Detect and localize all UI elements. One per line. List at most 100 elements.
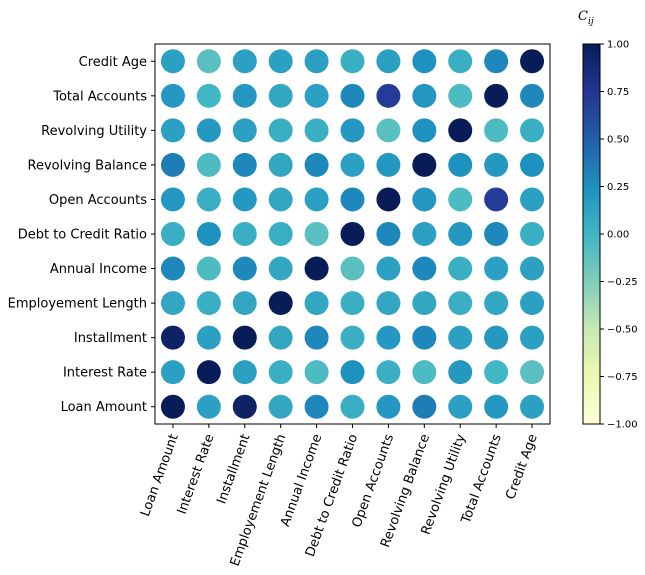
cell-circle-1-10: [520, 360, 545, 385]
x-tick-label: Credit Age: [503, 432, 540, 501]
y-tick-label: Annual Income: [50, 262, 147, 277]
cell-circle-3-7: [412, 291, 437, 316]
cell-circle-8-6: [376, 118, 401, 143]
cell-circle-7-9: [484, 152, 509, 177]
cell-circle-10-0: [160, 49, 185, 74]
cell-circle-5-10: [520, 222, 545, 246]
cell-circle-0-10: [520, 394, 545, 419]
cell-circle-7-10: [520, 152, 545, 177]
cell-circle-4-2: [232, 256, 257, 281]
cell-circle-3-10: [520, 291, 545, 316]
cell-circle-6-3: [268, 187, 293, 212]
cell-circle-6-0: [160, 187, 185, 212]
cell-circle-5-7: [412, 222, 437, 246]
cell-circle-2-7: [412, 325, 437, 350]
cell-circle-9-3: [268, 83, 293, 108]
cell-circle-6-6: [376, 187, 401, 212]
cell-circle-3-0: [160, 291, 185, 316]
cell-circle-7-8: [448, 152, 473, 177]
cell-circle-6-8: [448, 187, 473, 212]
cell-circle-1-8: [448, 360, 473, 385]
cell-circle-4-3: [268, 256, 293, 281]
colorbar-tick-label: 0.25: [607, 182, 629, 193]
cell-circle-6-4: [304, 187, 329, 212]
cell-circle-7-1: [196, 152, 221, 177]
cell-circle-9-6: [376, 83, 401, 108]
cell-circle-1-9: [484, 360, 509, 385]
cell-circle-2-1: [196, 325, 221, 350]
cell-circle-9-0: [160, 83, 185, 108]
x-tick-label: Loan Amount: [138, 432, 182, 518]
colorbar-ticks: 1.00 0.75 0.50 0.25 0.00 −0.25 −0.50 −0.75 −1.00: [600, 40, 638, 431]
y-tick-label: Debt to Credit Ratio: [18, 228, 147, 243]
cell-circle-1-6: [376, 360, 401, 385]
colorbar-tick-label: 0.75: [607, 87, 629, 98]
cell-circle-9-10: [520, 83, 545, 108]
cell-circle-8-1: [196, 118, 221, 143]
cell-circle-1-2: [232, 360, 257, 385]
cell-circle-4-7: [412, 256, 437, 281]
correlation-circles: [160, 49, 545, 419]
cell-circle-0-3: [268, 394, 293, 419]
cell-circle-10-7: [412, 49, 437, 74]
cell-circle-0-2: [232, 394, 257, 419]
cell-circle-7-7: [412, 152, 437, 177]
colorbar-gradient: [582, 43, 601, 425]
cell-circle-3-5: [340, 291, 365, 316]
cell-circle-3-2: [232, 291, 257, 316]
cell-circle-9-9: [484, 83, 509, 108]
cell-circle-0-9: [484, 394, 509, 419]
cell-circle-6-10: [520, 187, 545, 212]
cell-circle-0-5: [340, 394, 365, 419]
cell-circle-7-2: [232, 152, 257, 177]
cell-circle-2-2: [232, 325, 257, 350]
cell-circle-4-6: [376, 256, 401, 281]
y-tick-label: Revolving Utility: [41, 124, 147, 139]
cell-circle-2-9: [484, 325, 509, 350]
cell-circle-10-10: [520, 49, 545, 74]
cell-circle-0-1: [196, 394, 221, 419]
cell-circle-2-3: [268, 325, 293, 350]
x-tick-label: Installment: [214, 432, 253, 506]
colorbar-tick-label: −0.75: [607, 372, 638, 383]
cell-circle-5-9: [484, 222, 509, 246]
cell-circle-5-2: [232, 222, 257, 246]
y-tick-label: Revolving Balance: [28, 158, 147, 173]
cell-circle-8-2: [232, 118, 257, 143]
cell-circle-1-1: [196, 360, 221, 385]
cell-circle-10-4: [304, 49, 329, 74]
y-tick-label: Total Accounts: [52, 89, 147, 104]
cell-circle-6-7: [412, 187, 437, 212]
cell-circle-10-6: [376, 49, 401, 74]
cell-circle-1-7: [412, 360, 437, 385]
colorbar-tick-label: 0.50: [607, 135, 629, 146]
cell-circle-10-1: [196, 49, 221, 74]
cell-circle-4-10: [520, 256, 545, 281]
cell-circle-3-8: [448, 291, 473, 316]
cell-circle-0-6: [376, 394, 401, 419]
y-tick-label: Employement Length: [8, 297, 147, 312]
cell-circle-8-0: [160, 118, 185, 143]
cell-circle-4-9: [484, 256, 509, 281]
cell-circle-6-1: [196, 187, 221, 212]
cell-circle-6-5: [340, 187, 365, 212]
cell-circle-10-9: [484, 49, 509, 74]
cell-circle-1-4: [304, 360, 329, 385]
y-axis: Loan Amount Interest Rate Installment Emplo…: [8, 55, 155, 415]
cell-circle-3-9: [484, 291, 509, 316]
cell-circle-5-4: [304, 222, 329, 246]
cell-circle-8-10: [520, 118, 545, 143]
colorbar-title: Cij: [578, 9, 594, 27]
cell-circle-4-1: [196, 256, 221, 281]
cell-circle-5-6: [376, 222, 401, 246]
colorbar-tick-label: 0.00: [607, 230, 629, 241]
cell-circle-6-9: [484, 187, 509, 212]
y-tick-label: Interest Rate: [63, 366, 147, 381]
colorbar-tick-label: −0.50: [607, 325, 638, 336]
cell-circle-7-4: [304, 152, 329, 177]
cell-circle-10-2: [232, 49, 257, 74]
cell-circle-2-0: [160, 325, 185, 350]
cell-circle-5-8: [448, 222, 473, 246]
